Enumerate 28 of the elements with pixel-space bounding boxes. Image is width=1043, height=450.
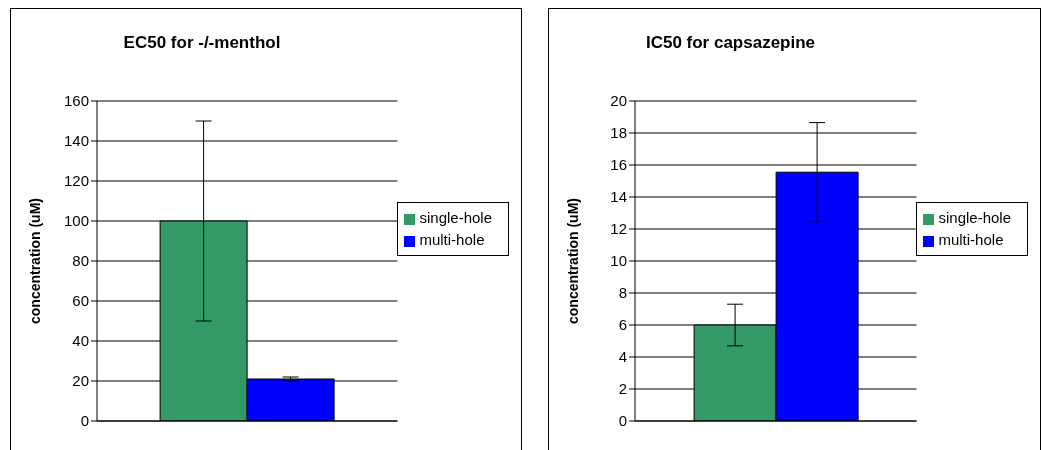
y-tick-label: 80 <box>72 252 89 270</box>
y-tick-label: 60 <box>72 292 89 310</box>
legend-label: multi-hole <box>419 231 485 248</box>
y-tick-label: 0 <box>80 412 89 430</box>
y-tick-label: 2 <box>618 380 627 398</box>
y-tick-label: 12 <box>610 220 627 238</box>
y-tick-label: 160 <box>63 92 89 110</box>
y-tick-label: 140 <box>63 132 89 150</box>
legend-label: single-hole <box>938 209 1011 226</box>
y-tick-label: 0 <box>618 412 627 430</box>
chart-title: IC50 for capsazepine <box>644 33 817 53</box>
chart-title: EC50 for -/-menthol <box>122 33 282 53</box>
y-axis-title: concentration (uM) <box>564 198 581 324</box>
y-tick-label: 8 <box>618 284 627 302</box>
y-tick-label: 20 <box>72 372 89 390</box>
legend-label: single-hole <box>419 209 492 226</box>
y-tick-label: 6 <box>618 316 627 334</box>
y-tick-label: 14 <box>610 188 627 206</box>
y-tick-label: 20 <box>610 92 627 110</box>
y-tick-label: 120 <box>63 172 89 190</box>
y-tick-label: 100 <box>63 212 89 230</box>
y-axis-title: concentration (uM) <box>26 198 43 324</box>
legend-label: multi-hole <box>938 231 1004 248</box>
y-tick-label: 40 <box>72 332 89 350</box>
y-tick-label: 18 <box>610 124 627 142</box>
y-tick-label: 16 <box>610 156 627 174</box>
y-tick-label: 4 <box>618 348 627 366</box>
y-tick-label: 10 <box>610 252 627 270</box>
